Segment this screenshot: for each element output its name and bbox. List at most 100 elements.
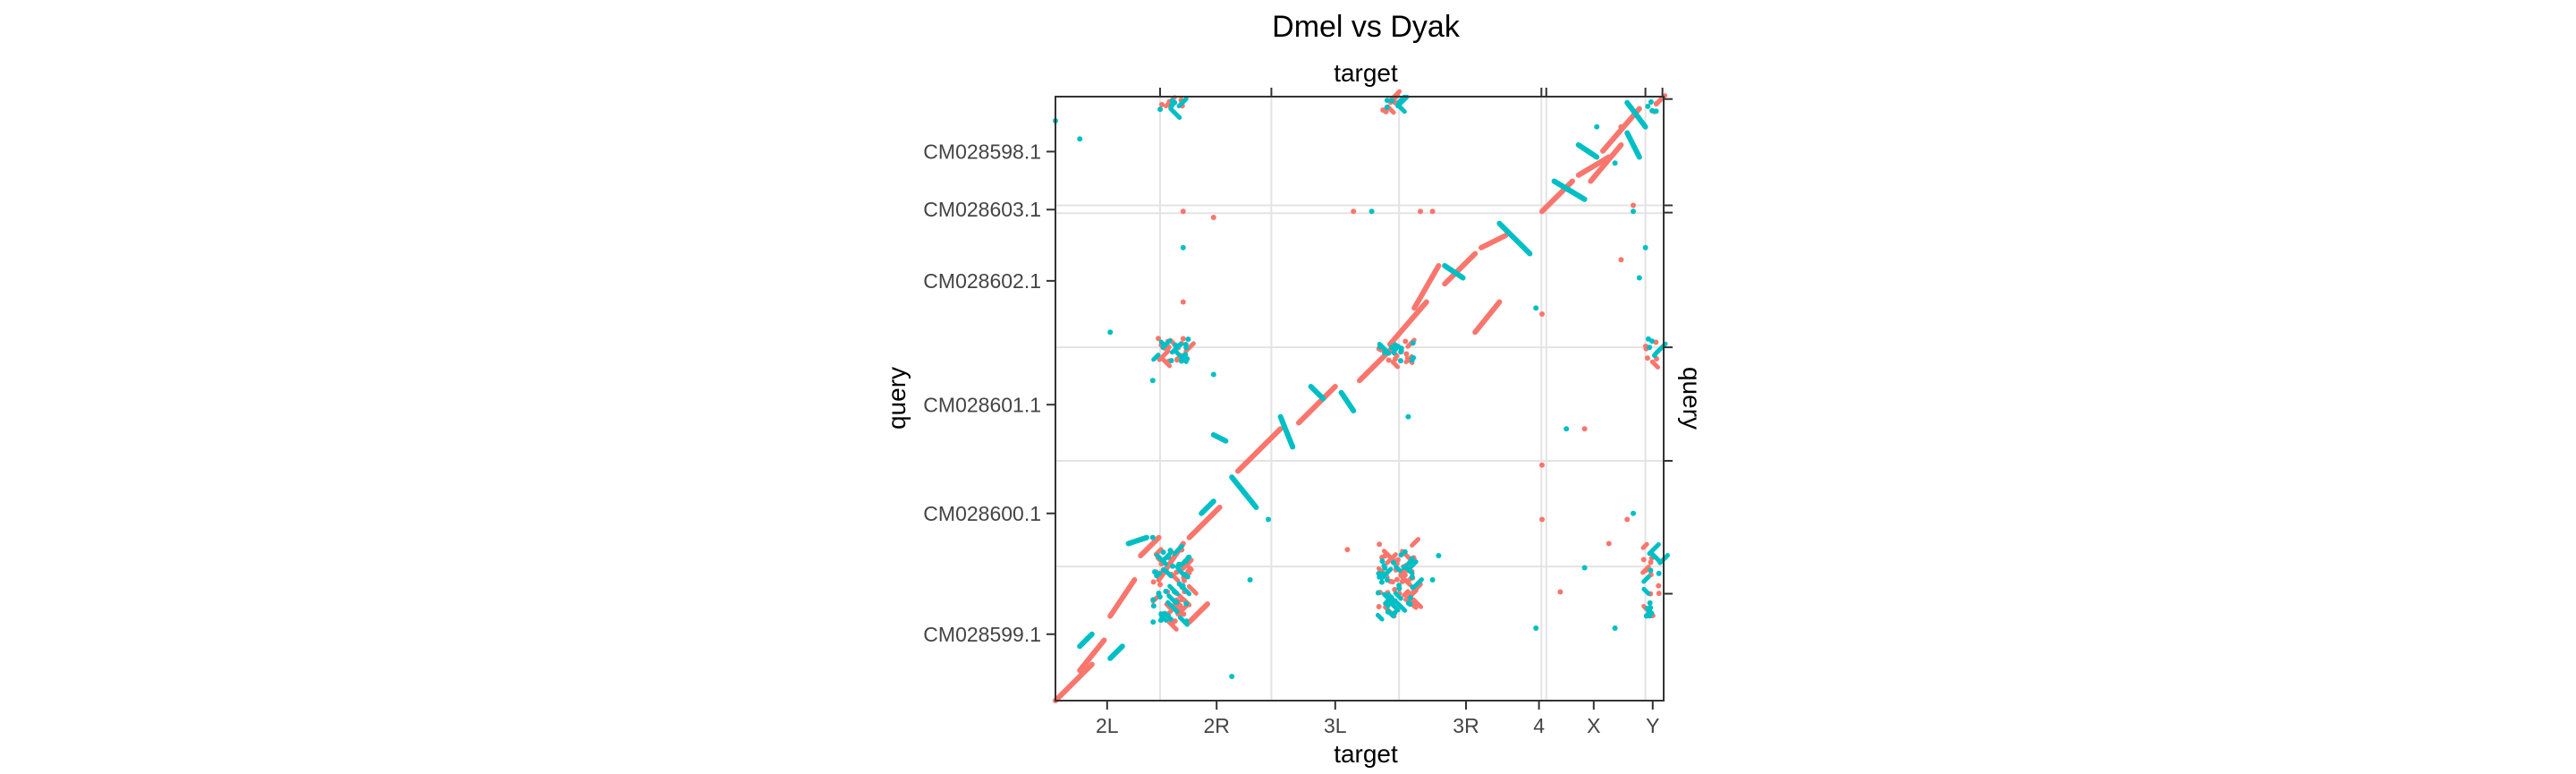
alignment-point	[1247, 577, 1253, 583]
alignment-point	[1210, 215, 1216, 220]
alignment-point	[1379, 558, 1385, 565]
alignment-segment	[1402, 564, 1415, 576]
alignment-point	[1384, 98, 1390, 104]
alignment-segment	[1174, 341, 1183, 351]
alignment-segment	[1385, 591, 1394, 600]
alignment-segment	[1402, 589, 1411, 598]
alignment-point	[1157, 106, 1164, 113]
x-tick-label: 3L	[1324, 714, 1347, 737]
alignment-point	[1409, 556, 1415, 562]
alignment-segment	[1649, 359, 1660, 370]
alignment-point	[1174, 564, 1181, 570]
alignment-point	[1656, 583, 1662, 589]
alignment-point	[1156, 591, 1162, 597]
alignment-point	[1581, 426, 1588, 432]
alignment-point	[1394, 557, 1401, 563]
alignment-segment	[1551, 178, 1588, 202]
alignment-point	[1642, 567, 1648, 574]
alignment-point	[1581, 565, 1588, 571]
alignment-point	[1402, 338, 1409, 344]
alignment-segment	[1640, 541, 1649, 550]
alignment-point	[1160, 549, 1166, 556]
alignment-point	[1648, 559, 1654, 566]
alignment-segment	[1172, 543, 1184, 557]
y-tick-label: CM028601.1	[923, 393, 1041, 416]
x-tick-label: 2R	[1203, 714, 1229, 737]
alignment-point	[1392, 356, 1398, 362]
alignment-point	[1392, 342, 1398, 348]
alignment-point	[1163, 588, 1169, 594]
alignment-segment	[1385, 608, 1396, 619]
alignment-point	[1174, 599, 1180, 605]
alignment-point	[1648, 98, 1654, 105]
alignment-point	[1180, 208, 1186, 215]
alignment-point	[1170, 563, 1176, 569]
alignment-segment	[1308, 384, 1326, 402]
alignment-point	[1344, 547, 1351, 553]
alignment-point	[1375, 590, 1381, 596]
alignment-point	[1149, 378, 1156, 384]
alignment-segment	[1377, 571, 1385, 580]
alignment-point	[1160, 566, 1166, 573]
alignment-segment	[1641, 586, 1651, 596]
alignment-point	[1640, 557, 1647, 563]
alignment-segment	[1387, 299, 1429, 347]
alignment-point	[1184, 574, 1191, 580]
alignment-point	[1409, 574, 1415, 581]
alignment-point	[1649, 338, 1656, 344]
alignment-point	[1168, 357, 1174, 363]
alignment-segment	[1168, 106, 1182, 120]
alignment-point	[1181, 611, 1187, 617]
alignment-segment	[1186, 601, 1210, 625]
alignment-segment	[1575, 154, 1612, 178]
alignment-point	[1176, 581, 1182, 587]
alignment-point	[1410, 340, 1416, 346]
alignment-point	[1178, 358, 1184, 364]
alignment-segment	[1398, 573, 1412, 587]
x-tick-label: 2L	[1096, 714, 1119, 737]
alignment-point	[1394, 576, 1400, 583]
alignment-point	[1210, 371, 1216, 378]
x-tick-label: 3R	[1453, 714, 1479, 737]
alignment-point	[1391, 349, 1397, 355]
alignment-point	[1154, 573, 1160, 579]
alignment-point	[1533, 305, 1539, 311]
alignment-point	[1390, 559, 1396, 566]
alignment-point	[1563, 426, 1570, 432]
x2-axis-title: target	[1334, 59, 1398, 87]
alignment-point	[1385, 357, 1392, 363]
alignment-point	[1382, 565, 1388, 571]
alignment-point	[1378, 579, 1385, 585]
alignment-segment	[1442, 263, 1466, 281]
alignment-point	[1107, 329, 1114, 336]
alignment-segment	[1395, 600, 1408, 613]
alignment-point	[1418, 208, 1423, 215]
alignment-point	[1077, 136, 1083, 142]
alignment-point	[1539, 516, 1545, 523]
alignment-segment	[1393, 591, 1403, 601]
alignment-point	[1167, 617, 1174, 623]
alignment-segment	[1186, 583, 1199, 596]
alignment-segment	[1411, 597, 1424, 609]
y-tick-label: CM028602.1	[923, 269, 1041, 293]
alignment-segment	[1229, 474, 1259, 510]
alignment-segment	[1375, 613, 1385, 622]
alignment-point	[1185, 336, 1191, 343]
alignment-point	[1172, 99, 1178, 106]
alignment-point	[1389, 98, 1395, 104]
alignment-point	[1411, 354, 1417, 361]
alignment-segment	[1160, 338, 1173, 351]
alignment-point	[1377, 344, 1383, 350]
alignment-point	[1436, 553, 1442, 558]
alignment-point	[1266, 516, 1271, 523]
alignment-segment	[1125, 534, 1149, 547]
alignment-point	[1150, 597, 1157, 603]
alignment-point	[1631, 208, 1636, 215]
alignment-segment	[1411, 577, 1424, 591]
alignment-point	[1396, 583, 1402, 589]
alignment-point	[1397, 358, 1403, 364]
alignment-point	[1408, 595, 1414, 601]
alignment-point	[1183, 558, 1190, 565]
alignment-segment	[1624, 99, 1648, 130]
